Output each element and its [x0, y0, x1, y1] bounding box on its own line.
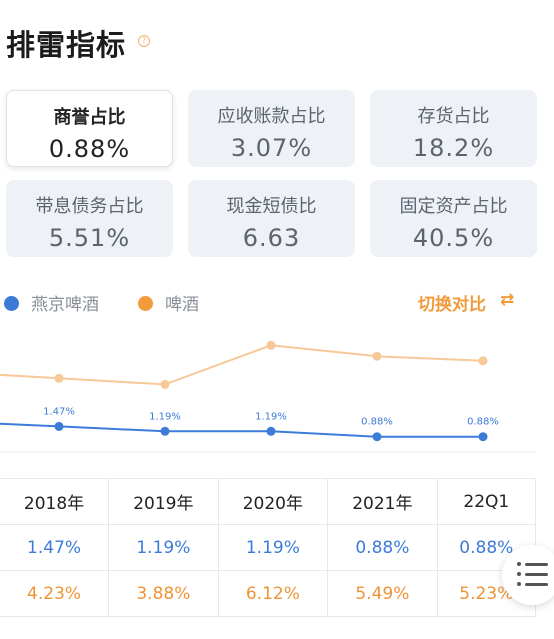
- card-cash-short-debt-ratio[interactable]: 现金短债比 6.63: [188, 180, 355, 257]
- help-icon[interactable]: ?: [138, 35, 150, 47]
- card-label: 应收账款占比: [217, 106, 326, 127]
- legend-dot: [4, 296, 19, 311]
- card-interest-debt-ratio[interactable]: 带息债务占比 5.51%: [6, 180, 173, 257]
- line-chart: 1.47% 1.19% 1.19% 0.88% 0.88%: [0, 340, 536, 453]
- data-label: 1.19%: [255, 411, 287, 422]
- series-line-0: [0, 422, 483, 438]
- table-cell: 0.88%: [327, 524, 438, 571]
- data-point[interactable]: [266, 426, 276, 436]
- data-point[interactable]: [160, 426, 170, 436]
- table-header: 2021年: [327, 478, 438, 525]
- legend-label: 啤酒: [165, 295, 199, 315]
- table-header: 2019年: [108, 478, 219, 525]
- card-label: 现金短债比: [226, 196, 317, 217]
- series-line-1: [0, 344, 484, 386]
- card-value: 0.88%: [48, 135, 131, 163]
- legend-label: 燕京啤酒: [31, 295, 99, 315]
- card-value: 18.2%: [412, 134, 495, 162]
- table-header: 22Q1: [436, 478, 537, 525]
- legend-item-beer[interactable]: 啤酒: [138, 290, 199, 315]
- card-value: 5.51%: [48, 224, 131, 252]
- card-goodwill-ratio[interactable]: 商誉占比 0.88%: [6, 90, 173, 167]
- card-label: 存货占比: [417, 106, 490, 127]
- page-title: 排雷指标: [6, 28, 127, 62]
- switch-compare-icon: ⇄: [500, 290, 515, 310]
- data-point[interactable]: [372, 432, 382, 442]
- data-point[interactable]: [54, 373, 64, 383]
- data-point[interactable]: [478, 432, 488, 442]
- legend-dot: [138, 296, 153, 311]
- data-label: 1.19%: [149, 411, 181, 422]
- card-receivables-ratio[interactable]: 应收账款占比 3.07%: [188, 90, 355, 167]
- table-cell: 6.12%: [217, 570, 329, 617]
- card-inventory-ratio[interactable]: 存货占比 18.2%: [370, 90, 537, 167]
- card-value: 6.63: [242, 224, 301, 252]
- menu-button[interactable]: [502, 545, 554, 605]
- data-label: 0.88%: [467, 417, 499, 428]
- data-point[interactable]: [54, 421, 64, 431]
- data-point[interactable]: [478, 356, 488, 366]
- data-point[interactable]: [160, 379, 170, 389]
- card-fixed-assets-ratio[interactable]: 固定资产占比 40.5%: [370, 180, 537, 257]
- table-cell: 1.19%: [217, 524, 329, 571]
- switch-compare-button[interactable]: 切换对比: [418, 295, 486, 315]
- data-point[interactable]: [266, 340, 276, 350]
- table-cell: 1.19%: [108, 524, 219, 571]
- card-value: 40.5%: [412, 224, 495, 252]
- data-table: 2018年 2019年 2020年 2021年 22Q1 1.47% 1.19%…: [0, 478, 537, 617]
- table-cell: 1.47%: [0, 524, 110, 571]
- card-label: 固定资产占比: [399, 196, 508, 217]
- data-label: 0.88%: [361, 417, 393, 428]
- card-value: 3.07%: [230, 134, 313, 162]
- table-header: 2018年: [0, 478, 110, 525]
- data-label: 1.47%: [43, 406, 75, 417]
- card-label: 带息债务占比: [35, 196, 144, 217]
- table-cell: 5.49%: [327, 570, 438, 617]
- card-label: 商誉占比: [53, 107, 126, 128]
- table-header: 2020年: [217, 478, 329, 525]
- table-cell: 3.88%: [108, 570, 219, 617]
- data-point[interactable]: [372, 351, 382, 361]
- table-cell: 4.23%: [0, 570, 110, 617]
- legend-item-yanjing[interactable]: 燕京啤酒: [4, 290, 99, 315]
